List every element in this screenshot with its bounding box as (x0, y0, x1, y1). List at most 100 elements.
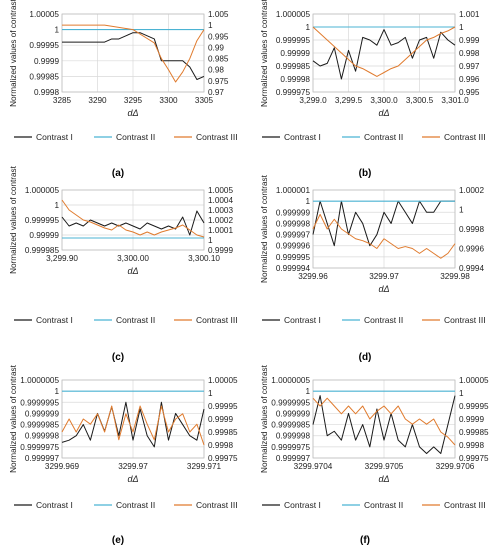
plot-frame (312, 13, 456, 93)
plot-frame (61, 13, 205, 93)
legend: Contrast I Contrast II Contrast III (262, 132, 486, 142)
y-tick-right: 0.9998 (459, 441, 484, 450)
y-tick-right: 1.0005 (208, 186, 233, 195)
y-axis-label: Normalized values of contrast (260, 364, 269, 473)
x-tick: 3299.9704 (294, 462, 333, 471)
series-line (312, 397, 456, 446)
x-axis-label: dΔ (378, 284, 389, 294)
x-tick: 3299.97 (369, 272, 399, 281)
series-line (62, 24, 205, 83)
x-tick: 3,300.0 (370, 96, 398, 105)
y-tick-right: 1.0002 (459, 186, 484, 195)
y-tick-right: 0.99985 (208, 428, 238, 437)
y-axis-label: Normalized values of contrast (260, 0, 269, 107)
y-tick-right: 1.00005 (459, 376, 489, 385)
y-tick-right: 0.995 (459, 88, 480, 97)
series-line (61, 405, 205, 446)
y-tick-left: 0.999999 (276, 409, 311, 418)
y-tick-left: 0.9999985 (271, 421, 310, 430)
chart-panel: 1.000001 1 0.999999 0.999998 0.999997 0.99999… (260, 174, 484, 363)
y-tick-left: 1 (54, 387, 59, 396)
x-tick: 3299.98 (440, 272, 470, 281)
y-tick-right: 0.9994 (459, 264, 484, 273)
y-tick-left: 0.99999 (29, 231, 59, 240)
y-axis-label: Normalized values of contrast (9, 364, 18, 473)
series-line (312, 395, 456, 455)
y-tick-left: 0.999997 (25, 454, 60, 463)
x-tick: 3299.969 (45, 462, 80, 471)
legend-label: Contrast II (364, 132, 403, 142)
series-line (312, 26, 456, 77)
y-tick-left: 0.99995 (29, 41, 59, 50)
legend-label: Contrast I (36, 315, 73, 325)
y-tick-right: 0.9999 (459, 415, 484, 424)
y-tick-right: 0.98 (208, 66, 224, 75)
y-tick-right: 1 (459, 206, 464, 215)
x-tick: 3300 (159, 96, 178, 105)
y-tick-left: 1.0000005 (271, 376, 310, 385)
legend-label: Contrast I (36, 500, 73, 510)
y-tick-left: 0.9999995 (20, 398, 59, 407)
series-line (312, 213, 456, 259)
legend-label: Contrast II (116, 315, 155, 325)
y-tick-right: 1.00005 (208, 376, 238, 385)
series-line (312, 29, 456, 80)
y-tick-left: 1 (54, 201, 59, 210)
x-axis-label: dΔ (127, 266, 138, 276)
legend: Contrast I Contrast II Contrast III (262, 315, 486, 325)
y-tick-right: 0.9998 (208, 441, 233, 450)
y-tick-right: 1 (208, 236, 213, 245)
y-tick-left: 0.999998 (276, 432, 311, 441)
y-tick-left: 0.99985 (29, 72, 59, 81)
y-tick-left: 0.999997 (276, 454, 311, 463)
legend-label: Contrast III (444, 500, 486, 510)
y-tick-left: 0.9998 (34, 88, 59, 97)
series-line (61, 210, 205, 236)
x-tick: 3,301.0 (441, 96, 469, 105)
y-tick-right: 1.001 (459, 10, 480, 19)
y-tick-left: 1.000005 (25, 186, 60, 195)
y-tick-left: 1.00005 (29, 10, 59, 19)
legend-label: Contrast II (116, 500, 155, 510)
y-tick-left: 1 (305, 197, 310, 206)
x-tick: 3,300.10 (188, 254, 220, 263)
y-tick-left: 0.9999995 (271, 398, 310, 407)
legend: Contrast I Contrast II Contrast III (14, 500, 238, 510)
y-tick-left: 0.999994 (276, 264, 311, 273)
y-tick-left: 0.999998 (25, 432, 60, 441)
y-tick-right: 0.9998 (459, 225, 484, 234)
legend: Contrast I Contrast II Contrast III (262, 500, 486, 510)
y-tick-left: 0.999999 (25, 409, 60, 418)
y-tick-right: 0.997 (459, 62, 480, 71)
y-tick-left: 0.9999985 (20, 421, 59, 430)
panel-caption: (c) (112, 352, 124, 363)
y-tick-right: 0.99975 (459, 454, 489, 463)
x-tick: 3,300.00 (117, 254, 149, 263)
y-axis-label: Normalized values of contrast (9, 165, 18, 274)
y-tick-left: 0.999975 (276, 88, 311, 97)
y-tick-right: 0.998 (459, 49, 480, 58)
y-tick-left: 1 (305, 387, 310, 396)
y-tick-right: 1.0003 (208, 206, 233, 215)
y-tick-left: 0.999995 (25, 216, 60, 225)
legend-label: Contrast III (196, 315, 238, 325)
x-tick: 3,299.0 (299, 96, 327, 105)
x-tick: 3,300.5 (406, 96, 434, 105)
x-tick: 3,299.90 (46, 254, 78, 263)
y-tick-right: 1.0002 (208, 216, 233, 225)
x-tick: 3299.9705 (365, 462, 404, 471)
y-tick-right: 0.995 (208, 32, 229, 41)
y-tick-left: 0.9999 (34, 57, 59, 66)
y-tick-left: 0.999985 (25, 246, 60, 255)
legend-label: Contrast III (444, 315, 486, 325)
x-tick: 3290 (88, 96, 107, 105)
series-line (62, 32, 205, 81)
y-axis-label: Normalized values of contrast (260, 174, 269, 283)
y-tick-right: 0.97 (208, 88, 224, 97)
y-tick-right: 0.99 (208, 43, 224, 52)
x-tick: 3299.97 (118, 462, 148, 471)
y-tick-left: 0.999996 (276, 242, 311, 251)
y-tick-right: 0.99985 (459, 428, 489, 437)
y-tick-left: 0.999995 (276, 253, 311, 262)
